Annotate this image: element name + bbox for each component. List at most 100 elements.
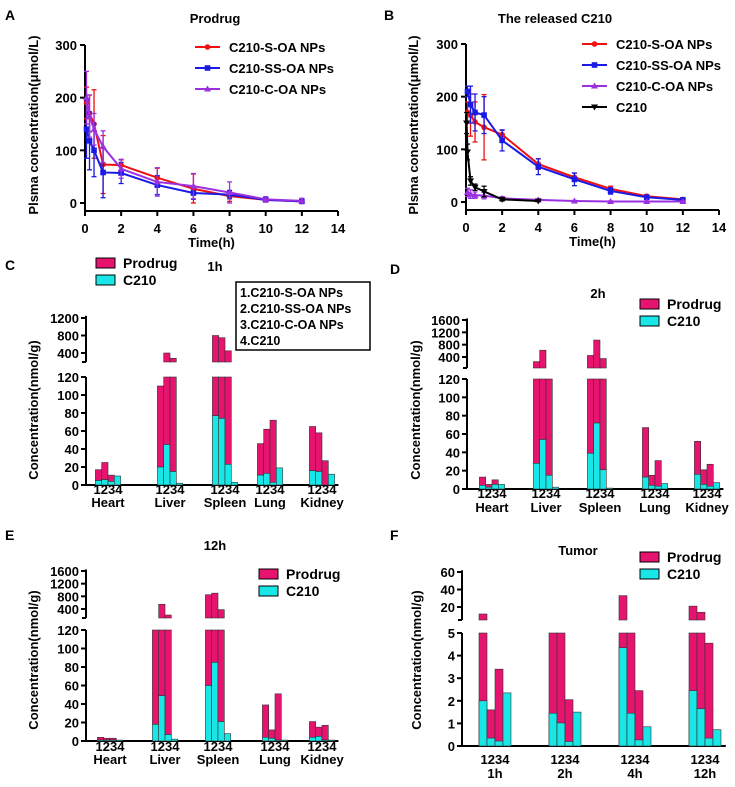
bar-c210 bbox=[626, 712, 636, 747]
bar-prodrug bbox=[164, 629, 172, 735]
y-tick-label: 0 bbox=[451, 195, 458, 210]
data-point bbox=[117, 165, 125, 172]
data-point bbox=[480, 188, 488, 195]
category-label: Kidney bbox=[300, 495, 344, 510]
data-point bbox=[262, 195, 270, 202]
bar-prodrug bbox=[257, 443, 264, 476]
y-tick-label: 40 bbox=[441, 583, 455, 598]
panel-label: E bbox=[5, 527, 14, 543]
bar-c210 bbox=[327, 473, 335, 486]
data-point bbox=[86, 112, 94, 119]
bar-number-labels: 1234 bbox=[586, 486, 616, 501]
category-label: 1h bbox=[487, 766, 502, 781]
data-point bbox=[679, 197, 687, 204]
legend-swatch-c210 bbox=[258, 585, 279, 597]
bar-number-labels: 1234 bbox=[211, 482, 241, 497]
group-key-item: 3.C210-C-OA NPs bbox=[240, 318, 344, 332]
data-point bbox=[100, 169, 106, 176]
legend-marker bbox=[591, 41, 598, 47]
y-tick-label: 1200 bbox=[431, 325, 460, 340]
category-label: Liver bbox=[154, 495, 185, 510]
bar-c210 bbox=[231, 481, 238, 486]
bar-c210 bbox=[548, 712, 558, 747]
legend-label: C210-SS-OA NPs bbox=[229, 61, 334, 76]
y-tick-label: 20 bbox=[65, 460, 79, 475]
bar-prodrug bbox=[593, 339, 601, 369]
bar-c210 bbox=[158, 695, 166, 742]
category-label: Spleen bbox=[579, 500, 622, 515]
bar-c210 bbox=[494, 740, 504, 747]
bar-prodrug bbox=[587, 355, 595, 369]
y-tick-label: 100 bbox=[57, 642, 79, 657]
y-tick-label: 60 bbox=[441, 565, 455, 580]
y-tick-label: 100 bbox=[438, 390, 460, 405]
bar-c210 bbox=[114, 475, 121, 486]
y-tick-label: 80 bbox=[65, 660, 79, 675]
bar-prodrug bbox=[533, 361, 541, 369]
bar-prodrug bbox=[694, 441, 702, 475]
bar-number-labels: 1234 bbox=[478, 486, 508, 501]
x-tick-label: 14 bbox=[331, 221, 346, 236]
category-label: 12h bbox=[694, 766, 716, 781]
group-key-box bbox=[235, 281, 371, 351]
y-tick-label: 0 bbox=[70, 196, 77, 211]
x-tick-label: 6 bbox=[190, 221, 197, 236]
y-tick-label: 4 bbox=[448, 649, 456, 664]
data-point bbox=[298, 197, 306, 204]
bar-prodrug bbox=[152, 629, 159, 725]
bar-prodrug bbox=[101, 462, 109, 480]
bar-prodrug bbox=[654, 460, 662, 487]
y-tick-label: 120 bbox=[57, 623, 79, 638]
data-point bbox=[570, 197, 578, 204]
data-point bbox=[471, 184, 479, 191]
y-tick-label: 300 bbox=[436, 37, 458, 52]
x-axis-label: Time(h) bbox=[188, 235, 235, 250]
legend-marker bbox=[591, 62, 598, 68]
group-key-item: 2.C210-SS-OA NPs bbox=[240, 302, 351, 316]
bar-prodrug bbox=[217, 609, 225, 619]
bar-prodrug bbox=[321, 724, 329, 741]
bar-number-labels: 1234 bbox=[693, 486, 723, 501]
legend-label: C210-S-OA NPs bbox=[229, 40, 325, 55]
panel-label: C bbox=[5, 257, 15, 273]
category-label: Kidney bbox=[300, 752, 344, 767]
data-point bbox=[189, 182, 197, 189]
bar-prodrug bbox=[494, 668, 504, 747]
bar-prodrug bbox=[218, 376, 226, 419]
bar-number-labels: 1234 bbox=[151, 739, 181, 754]
bar-number-labels: 1234 bbox=[156, 482, 186, 497]
category-label: Lung bbox=[254, 495, 286, 510]
y-axis-label: Concentration(nmol/g) bbox=[408, 340, 423, 479]
panel-label: D bbox=[390, 261, 400, 277]
y-tick-label: 3 bbox=[448, 671, 455, 686]
legend-swatch-c210 bbox=[639, 315, 660, 327]
chart-title: Prodrug bbox=[190, 11, 241, 26]
chart-title: 2h bbox=[590, 286, 605, 301]
chart-title: The released C210 bbox=[498, 11, 612, 26]
series-line-c210-s-oa-nps bbox=[466, 111, 683, 201]
legend-label: C210-S-OA NPs bbox=[616, 37, 712, 52]
bar-c210 bbox=[605, 487, 613, 490]
category-label: Lung bbox=[639, 500, 671, 515]
panel-label: B bbox=[384, 7, 394, 23]
data-point bbox=[467, 190, 475, 197]
bar-prodrug bbox=[704, 642, 714, 747]
series-line-c210-c-oa-nps bbox=[85, 97, 302, 202]
data-point bbox=[467, 178, 475, 185]
legend-marker bbox=[591, 104, 598, 111]
bar-prodrug bbox=[309, 426, 316, 471]
bar-prodrug bbox=[274, 693, 282, 741]
x-tick-label: 4 bbox=[535, 220, 543, 235]
legend-label: C210 bbox=[123, 272, 157, 288]
bar-c210 bbox=[642, 726, 652, 747]
bar-prodrug bbox=[224, 376, 232, 465]
bar-c210 bbox=[556, 722, 566, 747]
bar-prodrug bbox=[218, 337, 226, 363]
y-tick-label: 60 bbox=[65, 679, 79, 694]
bar-prodrug bbox=[268, 729, 276, 739]
data-point bbox=[90, 125, 98, 132]
bar-c210 bbox=[712, 482, 720, 490]
bar-prodrug bbox=[163, 376, 171, 445]
bar-c210 bbox=[212, 415, 219, 486]
